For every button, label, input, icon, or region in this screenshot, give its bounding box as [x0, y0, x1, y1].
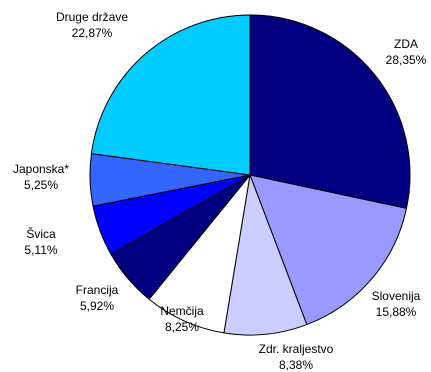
pie-label-francija: Francija 5,92%: [76, 283, 119, 313]
pie-slices: [89, 14, 411, 336]
pie-labels: ZDA 28,35% Slovenija 15,88% Zdr. kraljestvo 8…: [13, 10, 427, 372]
pie-label-zdr-kraljestvo: Zdr. kraljestvo 8,38%: [259, 342, 334, 372]
pie-label-value: 5,25%: [24, 178, 58, 192]
pie-label-name: Zdr. kraljestvo: [259, 342, 334, 356]
pie-slice-druge-drzave: [90, 14, 251, 176]
pie-label-druge-drzave: Druge države 22,87%: [56, 10, 128, 40]
pie-label-value: 5,11%: [24, 243, 57, 257]
pie-label-zda: ZDA 28,35%: [386, 37, 427, 67]
pie-label-nemcija: Nemčija 8,25%: [160, 304, 204, 334]
pie-slice-slovenija: [249, 174, 407, 326]
pie-label-name: Slovenija: [372, 289, 421, 303]
pie-label-value: 28,35%: [386, 53, 427, 67]
pie-label-svica: Švica 5,11%: [24, 226, 57, 257]
pie-label-value: 15,88%: [376, 305, 417, 319]
pie-label-value: 8,38%: [279, 358, 313, 372]
pie-label-name: Japonska*: [13, 162, 69, 176]
pie-label-slovenija: Slovenija 15,88%: [372, 289, 421, 319]
pie-label-japonska: Japonska* 5,25%: [13, 162, 69, 192]
pie-label-value: 5,92%: [80, 299, 114, 313]
pie-slice-zda: [249, 14, 411, 209]
pie-label-value: 22,87%: [72, 26, 113, 40]
pie-label-value: 8,25%: [165, 320, 199, 334]
pie-label-name: Nemčija: [160, 304, 204, 318]
pie-label-name: Druge države: [56, 10, 128, 24]
pie-label-name: ZDA: [394, 37, 418, 51]
pie-label-name: Švica: [26, 226, 56, 241]
pie-label-name: Francija: [76, 283, 119, 297]
